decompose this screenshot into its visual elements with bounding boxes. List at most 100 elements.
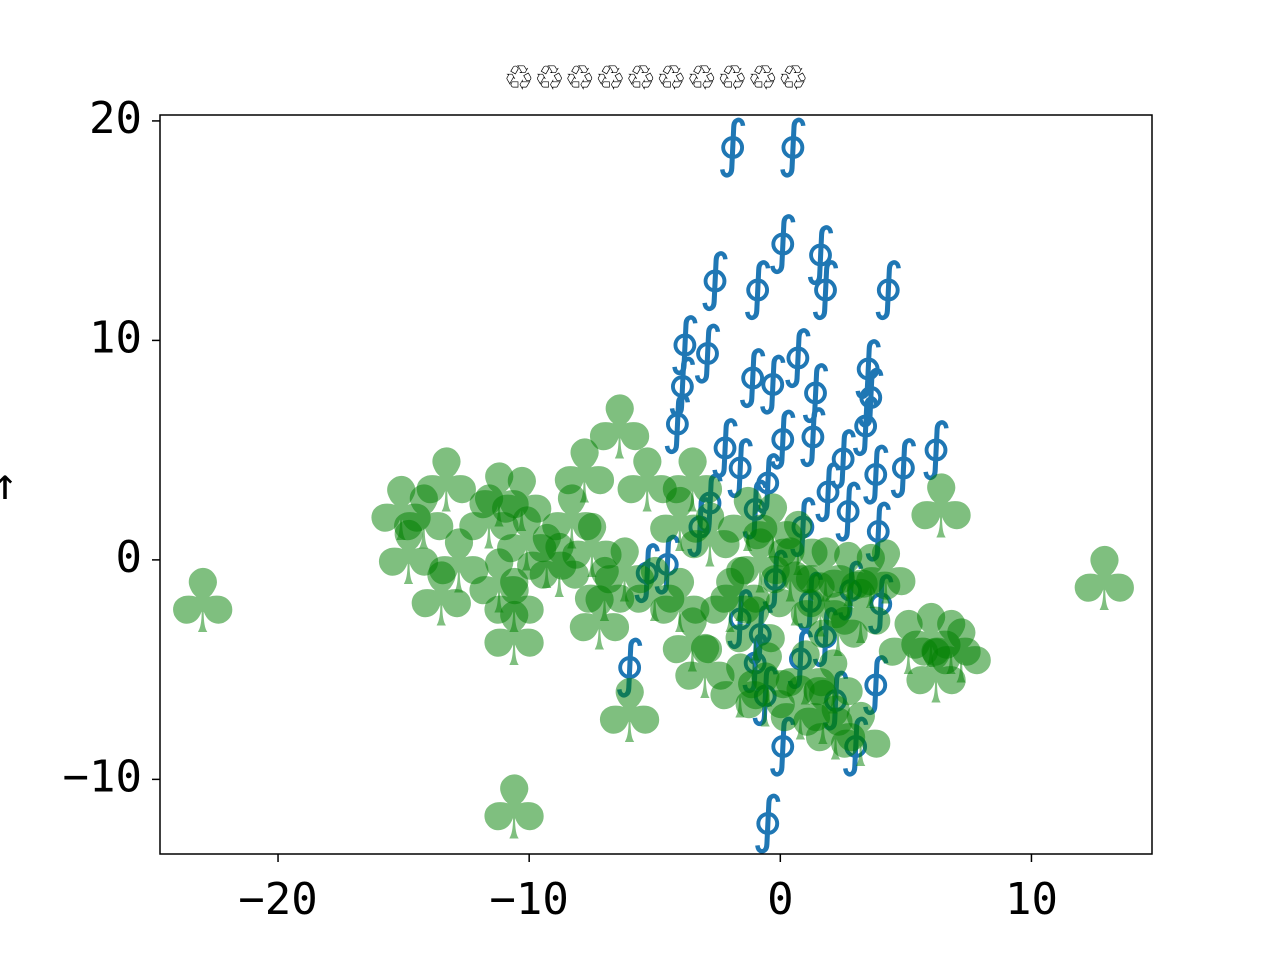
scatter-point: ♣ (590, 660, 669, 763)
scatter-point: ♣ (615, 539, 694, 642)
scatter-point: ∮ (744, 594, 776, 667)
scatter-point: ∮ (872, 249, 904, 322)
scatter-point: ♣ (407, 429, 486, 532)
scatter-point: ∮ (862, 490, 894, 563)
scatter-point: ♣ (482, 449, 561, 552)
scatter-point: ∮ (839, 706, 871, 779)
scatter-point: ♣ (701, 539, 780, 642)
scatter-point: ∮ (812, 451, 844, 524)
scatter-point: ♣ (721, 511, 800, 614)
scatter-point: ♣ (726, 644, 805, 747)
scatter-point: ♣ (869, 592, 948, 695)
scatter-point: ♣ (460, 445, 539, 548)
scatter-point: ♣ (585, 519, 664, 622)
scatter-point: ♣ (450, 467, 529, 570)
scatter-point: ♣ (781, 554, 860, 657)
scatter-point: ∮ (724, 578, 756, 651)
scatter-point: ∮ (799, 352, 831, 425)
scatter-point: ∮ (784, 618, 816, 691)
scatter-point: ♣ (460, 530, 539, 633)
scatter-point: ∮ (797, 396, 829, 469)
scatter-point: ∮ (724, 427, 756, 500)
scatter-point: ∮ (832, 471, 864, 544)
scatter-point: ♣ (892, 585, 971, 688)
scatter-point: ♣ (756, 544, 835, 647)
scatter-point: ♣ (560, 568, 639, 671)
scatter-point: ♣ (902, 456, 981, 559)
scatter-point: ♣ (922, 601, 1001, 704)
scatter-point: ♣ (653, 590, 732, 693)
scatter-point: ∮ (787, 486, 819, 559)
scatter-point: ∮ (757, 343, 789, 416)
scatter-point: ∮ (691, 313, 723, 386)
scatter-point: ∮ (865, 563, 897, 636)
scatter-point: ♣ (1065, 528, 1144, 631)
scatter-point: ∮ (631, 532, 663, 605)
plot-area: ∮ ∮∮ ∮∮ ∮ ∮ ∮∮∮ ∮∮ ∮∮∮∮ ∮ ∮∮∮ ∮∮ ∮∮ ∮ ∮∮ ∮ ∮∮∮ ∮ ∮∮ ∮∮∮ ∮ ∮ ∮… (163, 106, 1144, 855)
scatter-point: ∮ (749, 655, 781, 728)
scatter-point: ∮ (852, 328, 884, 401)
scatter-point: ∮ (767, 706, 799, 779)
scatter-point: ♣ (671, 484, 750, 587)
scatter-point: ♣ (728, 625, 807, 728)
scatter-point: ♣ (794, 631, 873, 734)
scatter-point: ♣ (758, 493, 837, 596)
scatter-point: ∮ (739, 622, 771, 695)
scatter-point: ∮ (887, 427, 919, 500)
scatter-point: ♣ (475, 550, 554, 653)
scatter-point: ∮ (759, 539, 791, 612)
scatter-point: ∮ (699, 240, 731, 313)
scatter-point: ♣ (520, 515, 599, 618)
scatter-point: ∮ (709, 407, 741, 480)
scatter-point: ♣ (369, 502, 448, 605)
scatter-point: ♣ (809, 524, 888, 627)
scatter-point: ∮ (669, 304, 701, 377)
scatter-point: ♣ (532, 467, 611, 570)
y-tick-label: 0 (116, 532, 143, 583)
scatter-point: ∮ (850, 385, 882, 458)
scatter-point: ∮ (860, 433, 892, 506)
scatter-point: ∮ (613, 627, 645, 700)
scatter-point: ∮ (752, 782, 784, 855)
scatter-point: ♣ (640, 469, 719, 572)
scatter-point: ∮ (809, 249, 841, 322)
scatter-point: ∮ (782, 317, 814, 390)
scatter-point: ♣ (487, 489, 566, 592)
scatter-point: ∮ (651, 523, 683, 596)
scatter-point: ♣ (761, 658, 840, 761)
scatter-point: ♣ (786, 519, 865, 622)
scatter-point: ♣ (766, 623, 845, 726)
scatter-point: ♣ (784, 662, 863, 765)
scatter-point: ∮ (819, 659, 851, 732)
axes-frame (159, 114, 1153, 855)
x-tick-label: 0 (767, 874, 794, 925)
scatter-point: ∮ (920, 409, 952, 482)
scatter-point: ♣ (419, 511, 498, 614)
y-tick-label: −10 (63, 751, 142, 802)
chart-title: ♲♲♲♲♲♲♲♲♲♲ (504, 59, 809, 99)
scatter-point: ♣ (653, 429, 732, 532)
scatter-point: ∮ (716, 106, 748, 179)
scatter-point: ♣ (796, 677, 875, 780)
scatter-point: ♣ (799, 574, 878, 677)
scatter-point: ♣ (163, 550, 242, 653)
scatter-point: ∮ (767, 398, 799, 471)
scatter-point: ♣ (608, 429, 687, 532)
scatter-point: ♣ (821, 561, 900, 664)
scatter-point: ♣ (362, 458, 441, 561)
scatter-point: ♣ (701, 636, 780, 739)
x-tick-label: −10 (489, 874, 568, 925)
scatter-point: ♣ (821, 684, 900, 787)
scatter-point: ∮ (694, 462, 726, 535)
scatter-point: ♣ (553, 495, 632, 598)
scatter-point: ∮ (684, 486, 716, 559)
scatter-point: ♣ (384, 467, 463, 570)
scatter-point: ♣ (580, 377, 659, 480)
scatter-point: ∮ (794, 561, 826, 634)
scatter-point: ♣ (708, 469, 787, 572)
scatter-point: ∮ (777, 106, 809, 179)
scatter-point: ♣ (507, 506, 586, 609)
scatter-point: ∮ (834, 550, 866, 623)
